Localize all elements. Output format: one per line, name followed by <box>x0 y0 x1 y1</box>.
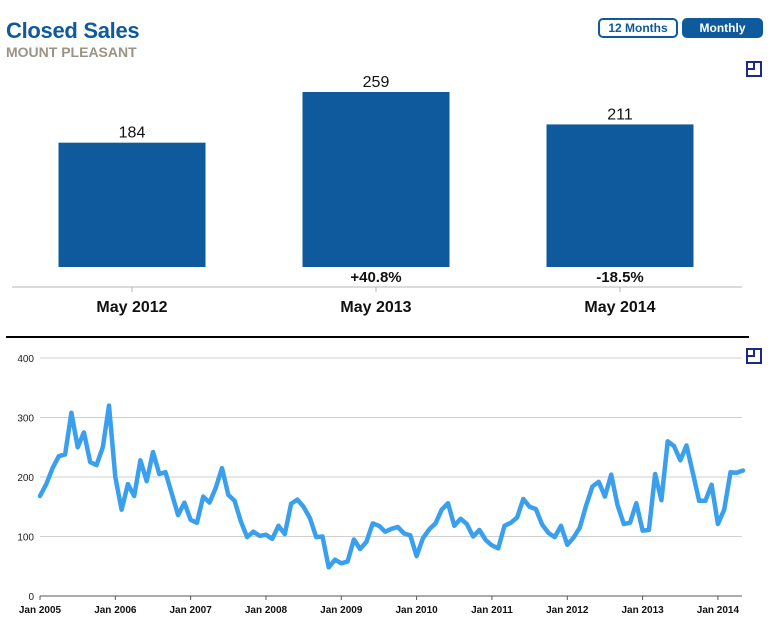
bar <box>302 92 450 267</box>
twelve-months-toggle[interactable]: 12 Months <box>598 18 678 38</box>
bar-category-label: May 2014 <box>584 299 655 316</box>
expand-icon[interactable] <box>746 61 762 77</box>
x-tick-label: Jan 2006 <box>94 605 137 616</box>
y-tick-label: 100 <box>17 533 34 544</box>
x-tick-label: Jan 2011 <box>471 605 513 616</box>
x-tick-label: Jan 2008 <box>245 605 288 616</box>
x-tick-label: Jan 2012 <box>546 605 589 616</box>
y-tick-label: 400 <box>17 354 34 365</box>
x-tick-label: Jan 2007 <box>170 605 213 616</box>
x-tick-label: Jan 2005 <box>19 605 62 616</box>
bar-value-label: 211 <box>607 106 633 123</box>
bar-category-label: May 2012 <box>96 299 167 316</box>
page-title: Closed Sales <box>6 18 140 43</box>
y-tick-label: 0 <box>28 592 34 603</box>
y-tick-label: 200 <box>17 473 34 484</box>
chart-divider <box>6 336 749 338</box>
bar-category-label: May 2013 <box>340 299 411 316</box>
x-tick-label: Jan 2009 <box>320 605 363 616</box>
bar <box>546 124 694 267</box>
x-tick-label: Jan 2013 <box>621 605 664 616</box>
monthly-toggle[interactable]: Monthly <box>682 18 763 38</box>
y-tick-label: 300 <box>17 414 34 425</box>
bar <box>58 142 206 267</box>
bar-change-label: -18.5% <box>596 269 644 286</box>
expand-icon[interactable] <box>746 348 762 364</box>
x-tick-label: Jan 2014 <box>697 605 740 616</box>
bar-change-label: +40.8% <box>350 269 401 286</box>
bar-chart: 184 May 2012 259 May 2013 +40.8% 211 May 2014 -… <box>12 74 742 316</box>
bar-value-label: 184 <box>119 125 146 142</box>
series-line <box>37 403 746 570</box>
bar-value-label: 259 <box>363 74 390 91</box>
page-subtitle: MOUNT PLEASANT <box>6 44 137 60</box>
line-chart: 0 100 200 300 400 Jan 2005 Jan 2006 Jan 2007 Jan… <box>17 354 746 616</box>
x-tick-label: Jan 2010 <box>395 605 438 616</box>
